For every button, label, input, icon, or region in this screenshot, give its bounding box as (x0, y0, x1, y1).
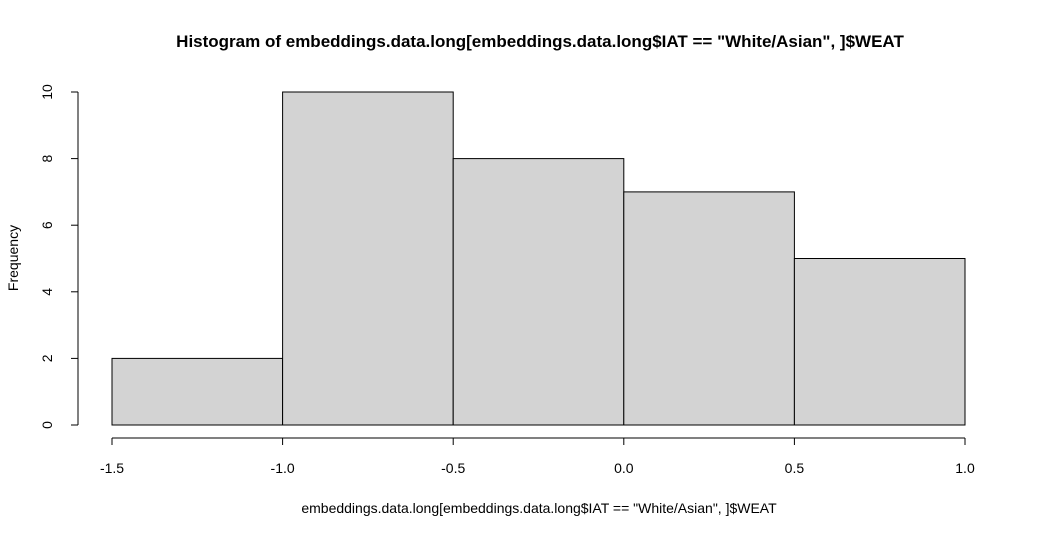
x-tick-label: -1.5 (100, 460, 124, 476)
y-axis-label: Frequency (5, 225, 21, 291)
y-tick-label: 2 (39, 354, 55, 362)
histogram-bar (793, 258, 966, 426)
y-tick-label: 6 (39, 221, 55, 229)
x-axis-label: embeddings.data.long[embeddings.data.lon… (301, 500, 777, 516)
y-axis: 0 2 4 6 8 10 (39, 84, 79, 429)
histogram-bar (623, 191, 795, 426)
x-axis: -1.5 -1.0 -0.5 0.0 0.5 1.0 (100, 437, 975, 476)
x-tick-label: 0.5 (785, 460, 805, 476)
y-tick-label: 8 (39, 154, 55, 162)
x-ticks: -1.5 -1.0 -0.5 0.0 0.5 1.0 (100, 438, 975, 476)
x-tick-label: 1.0 (955, 460, 975, 476)
chart-title: Histogram of embeddings.data.long[embedd… (176, 32, 904, 51)
y-tick-label: 4 (39, 288, 55, 296)
x-tick-label: 0.0 (614, 460, 634, 476)
histogram-bar (282, 91, 454, 426)
x-tick-label: -1.0 (271, 460, 295, 476)
y-ticks: 0 2 4 6 8 10 (39, 84, 78, 429)
y-tick-label: 0 (39, 421, 55, 429)
x-tick-label: -0.5 (441, 460, 465, 476)
y-tick-label: 10 (39, 84, 55, 100)
bars-group (111, 91, 966, 426)
histogram-bar (452, 158, 625, 426)
histogram-bar (111, 357, 284, 426)
